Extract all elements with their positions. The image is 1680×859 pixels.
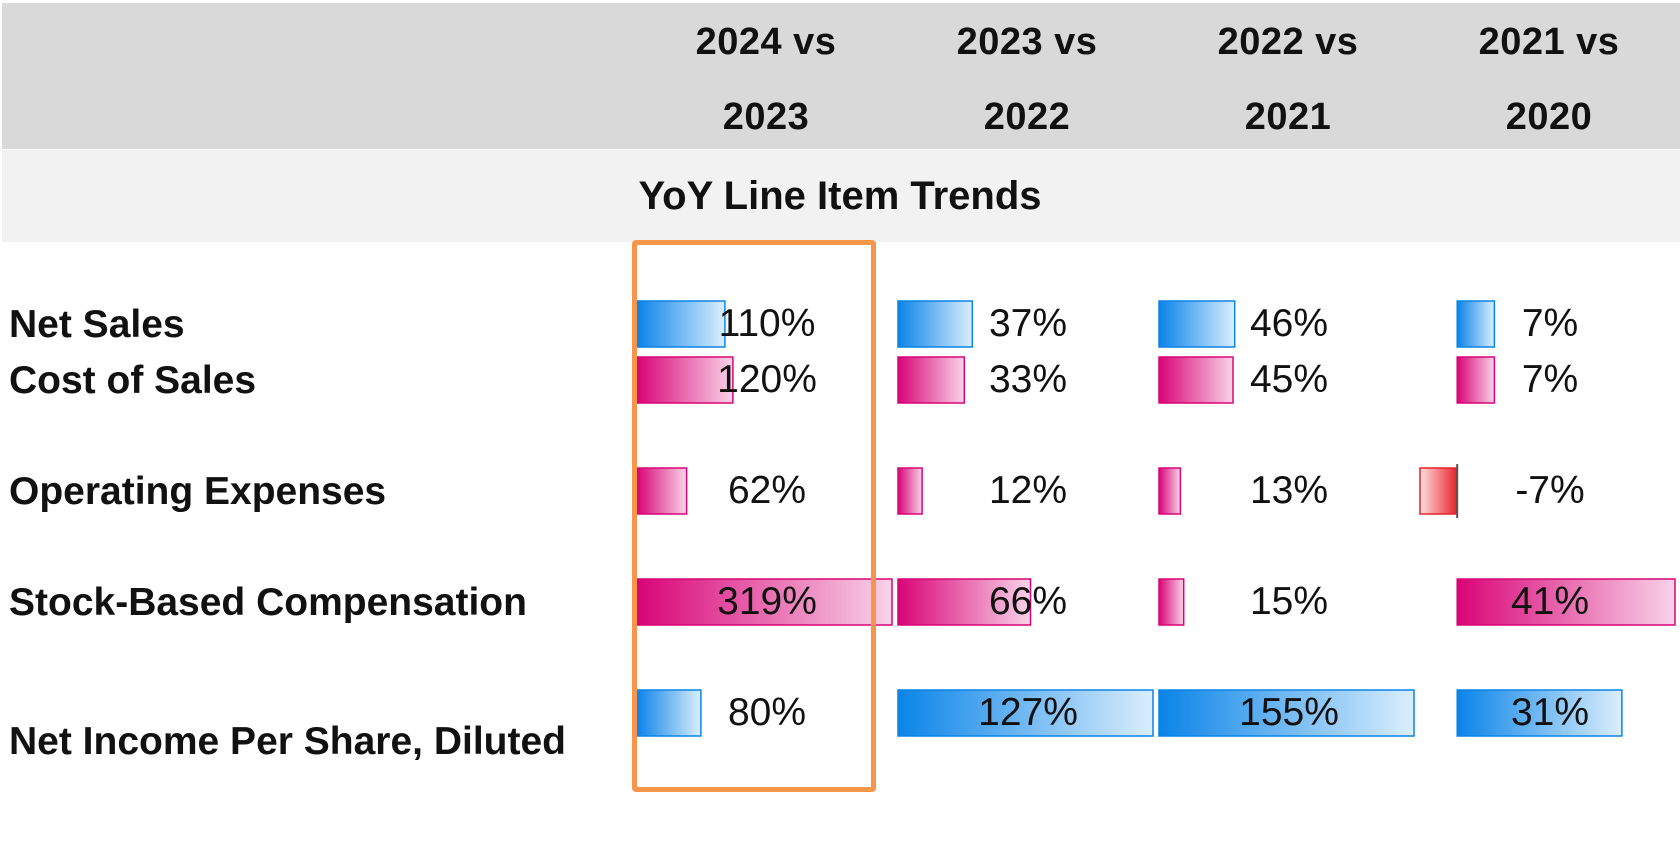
header-band — [2, 3, 1680, 149]
bar — [897, 300, 974, 348]
highlight-column-box — [632, 240, 876, 792]
bar — [897, 467, 923, 515]
column-header: 2022 vs 2021 — [1217, 21, 1359, 138]
value-label: 31% — [1510, 691, 1590, 734]
value-label: 33% — [988, 358, 1068, 401]
value-label: 66% — [988, 580, 1068, 623]
value-label: 7% — [1521, 358, 1579, 401]
value-label: 155% — [1239, 691, 1339, 734]
bar — [1456, 578, 1676, 626]
column-header: 2021 vs 2020 — [1478, 21, 1620, 138]
bar — [1158, 689, 1415, 737]
bar — [897, 578, 1032, 626]
bar — [1158, 467, 1182, 515]
value-label: 15% — [1249, 580, 1329, 623]
bar — [636, 300, 726, 348]
bar — [1158, 578, 1185, 626]
row-label: Operating Expenses — [9, 470, 387, 513]
value-label: 37% — [988, 302, 1068, 345]
chart-title: YoY Line Item Trends — [638, 174, 1042, 218]
value-label: 45% — [1249, 358, 1329, 401]
bar — [897, 689, 1154, 737]
value-label: 41% — [1510, 580, 1590, 623]
bar — [1456, 356, 1496, 404]
bar — [1158, 356, 1234, 404]
row-label: Net Sales — [9, 303, 185, 346]
value-label: 127% — [978, 691, 1078, 734]
value-label: 110% — [718, 302, 816, 345]
value-label: 319% — [717, 580, 817, 623]
bar — [636, 467, 688, 515]
column-header: 2023 vs 2022 — [956, 21, 1098, 138]
bar — [1158, 300, 1236, 348]
value-label: 12% — [988, 469, 1068, 512]
bar — [636, 578, 893, 626]
bar — [1419, 467, 1458, 515]
value-label: -7% — [1515, 469, 1585, 512]
bar — [636, 356, 734, 404]
bar — [897, 356, 966, 404]
value-label: 120% — [717, 358, 817, 401]
column-header: 2024 vs 2023 — [695, 21, 837, 138]
bar — [1456, 300, 1496, 348]
title-band — [2, 150, 1680, 242]
value-label: 13% — [1249, 469, 1329, 512]
value-label: 80% — [727, 691, 807, 734]
bar — [1456, 689, 1623, 737]
value-label: 7% — [1521, 302, 1579, 345]
bar — [636, 689, 702, 737]
value-label: 62% — [727, 469, 807, 512]
row-label: Net Income Per Share, Diluted — [9, 720, 566, 763]
value-label: 46% — [1249, 302, 1329, 345]
row-label: Stock-Based Compensation — [9, 581, 527, 624]
row-label: Cost of Sales — [9, 359, 257, 402]
